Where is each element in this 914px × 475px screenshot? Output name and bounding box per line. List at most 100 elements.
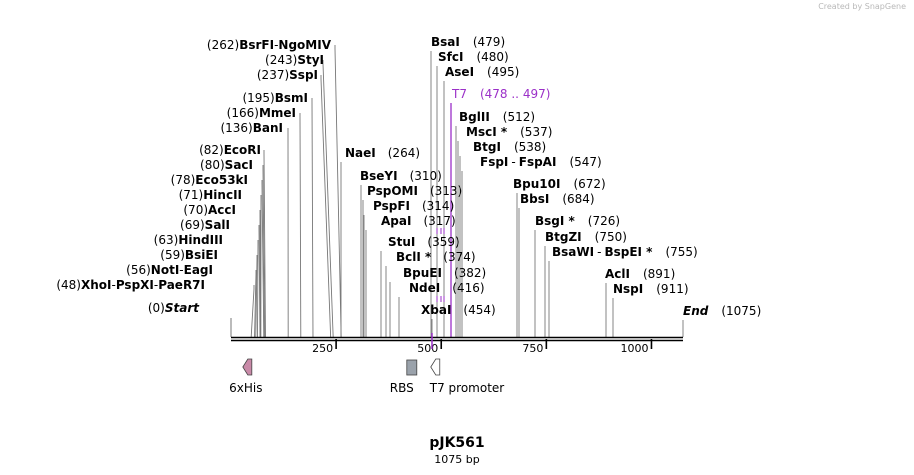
site-name: NaeI: [345, 146, 376, 160]
site-position: (56): [126, 263, 151, 277]
site-line-eco53ki: [261, 180, 265, 338]
site-name: BsaWI: [552, 245, 594, 259]
site-line-bsrfi: [334, 45, 342, 338]
site-position: (547): [569, 155, 601, 169]
site-name: Bpu10I: [513, 177, 560, 191]
site-ecori: (82) EcoRI: [199, 143, 261, 157]
site-saci: (80) SacI: [200, 158, 253, 172]
site-position: (314): [422, 199, 454, 213]
site-position: (195): [242, 91, 274, 105]
site-bsgi: BsgI * (726): [535, 214, 620, 228]
site-position: -: [154, 278, 158, 292]
site-name: PspXI: [116, 278, 154, 292]
site-bbsi: BbsI (684): [520, 192, 595, 206]
site-name: BanI: [253, 121, 283, 135]
feature-label: 6xHis: [229, 381, 262, 395]
site-sfci: SfcI (480): [438, 50, 509, 64]
site-line-xhoi: [250, 285, 255, 338]
site-btgzi: BtgZI (750): [545, 230, 627, 244]
site-dash: -: [597, 245, 601, 259]
feature-6xhis: 6xHis: [229, 358, 262, 395]
site-pspfi: PspFI (314): [373, 199, 454, 213]
site-name: BpuEI: [403, 266, 442, 280]
site-name: BsrFI: [239, 38, 274, 52]
site-position: (478 .. 497): [480, 87, 550, 101]
site-name: BsmI: [275, 91, 308, 105]
site-name: MmeI: [259, 106, 296, 120]
site-line-noti: [254, 270, 257, 338]
site-sspi: (237) SspI: [257, 68, 318, 82]
site-ndei: NdeI (416): [409, 281, 485, 295]
site-name: Eco53kI: [195, 173, 248, 187]
site-bsrfi: (262) BsrFI - NgoMIV: [207, 38, 332, 52]
feature-arrow-shape: [242, 358, 253, 376]
axis-tick-label: 750: [522, 342, 543, 355]
site-position: (69): [180, 218, 205, 232]
site-position: (750): [595, 230, 627, 244]
site-name: BtgZI: [545, 230, 582, 244]
site-name: BsiEI: [185, 248, 218, 262]
axis-tick-label: 1000: [620, 342, 648, 355]
site-name: XhoI: [81, 278, 112, 292]
site-position: (63): [154, 233, 179, 247]
site-position: (59): [160, 248, 185, 262]
site-msci: MscI * (537): [466, 125, 552, 139]
site-position: (374): [443, 250, 475, 264]
site-name: HincII: [203, 188, 242, 202]
site-name: SalI: [205, 218, 230, 232]
feature-rbs: RBS: [390, 359, 418, 395]
site-position: (382): [454, 266, 486, 280]
site-naei: NaeI (264): [345, 146, 420, 160]
site-bseyi: BseYI (310): [360, 169, 442, 183]
site-line-styi: [322, 60, 334, 338]
site-position: (537): [520, 125, 552, 139]
site-position: (755): [665, 245, 697, 259]
site-name: FspI: [480, 155, 508, 169]
site-position: (243): [265, 53, 297, 67]
site-line-sali: [258, 225, 261, 338]
site-name: StuI: [388, 235, 415, 249]
site-bpuei: BpuEI (382): [403, 266, 486, 280]
site-noti: (56) NotI - EagI: [126, 263, 213, 277]
site-t7: T7 (478 .. 497): [451, 87, 550, 101]
site-name: BsaI: [431, 35, 460, 49]
site-position: -: [112, 278, 116, 292]
site-name: HindIII: [178, 233, 223, 247]
site-styi: (243) StyI: [265, 53, 324, 67]
site-name: BseYI: [360, 169, 398, 183]
site-position: (313): [430, 184, 462, 198]
site-name: EcoRI: [224, 143, 261, 157]
site-line-bsiei: [255, 255, 258, 338]
site-position: (538): [514, 140, 546, 154]
site-name: BbsI: [520, 192, 549, 206]
site-name: End: [683, 304, 709, 318]
site-position: (166): [227, 106, 259, 120]
site-name: T7: [451, 87, 467, 101]
site-pspomi: PspOMI (313): [367, 184, 462, 198]
site-position: (48): [56, 278, 81, 292]
site-bsmi: (195) BsmI: [242, 91, 308, 105]
site-position: (136): [220, 121, 252, 135]
site-btgi: BtgI (538): [473, 140, 546, 154]
site-bsawi: BsaWI - BspEI * (755): [552, 245, 698, 259]
site-eco53ki: (78) Eco53kI: [171, 173, 248, 187]
plasmid-length: 1075 bp: [434, 453, 480, 466]
site-position: (416): [452, 281, 484, 295]
site-name: NdeI: [409, 281, 440, 295]
site-line-mmei: [299, 113, 302, 338]
site-position: (479): [473, 35, 505, 49]
site-name: BtgI: [473, 140, 501, 154]
site-position: (80): [200, 158, 225, 172]
feature-arrow-shape: [430, 358, 441, 376]
site-name: SfcI: [438, 50, 463, 64]
site-line-sspi: [320, 75, 332, 338]
site-position: (359): [427, 235, 459, 249]
site-position: (726): [588, 214, 620, 228]
site-name: BsgI *: [535, 214, 576, 228]
site-name: XbaI: [421, 303, 451, 317]
site-position: (264): [388, 146, 420, 160]
site-xhoi: (48) XhoI - PspXI - PaeR7I: [56, 278, 205, 292]
axis-tick-label: 500: [417, 342, 438, 355]
site-stui: StuI (359): [388, 235, 460, 249]
site-bpu10i: Bpu10I (672): [513, 177, 606, 191]
